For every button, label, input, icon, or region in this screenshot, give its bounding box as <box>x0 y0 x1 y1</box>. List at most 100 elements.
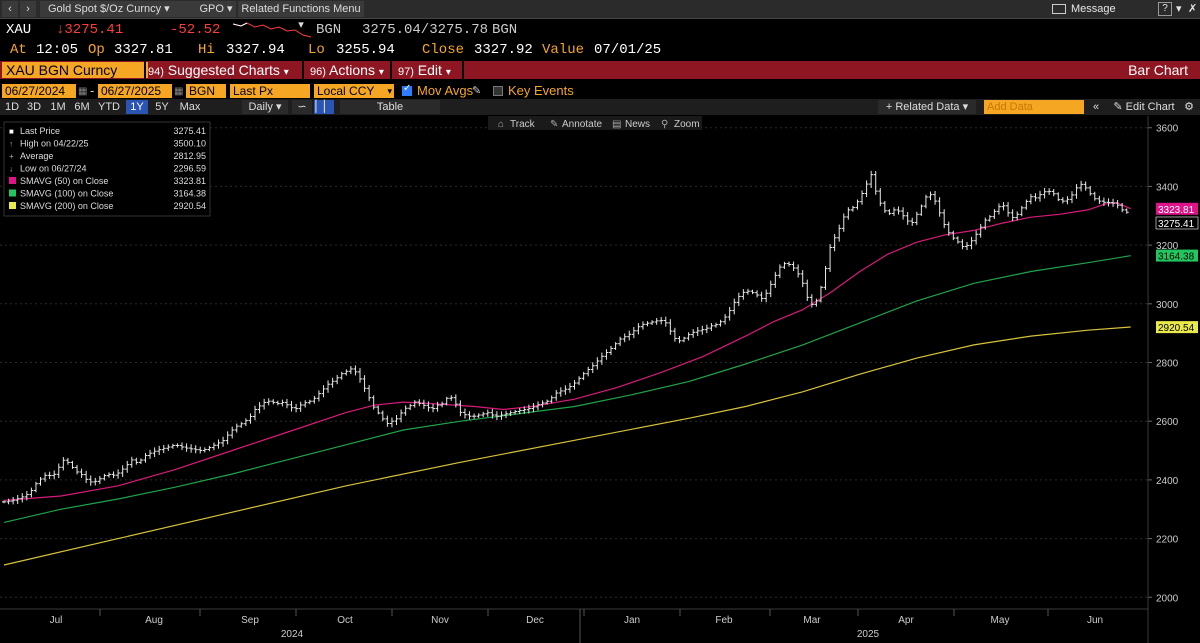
chevron-down-icon: ▾ <box>298 19 304 31</box>
grid <box>0 127 1148 598</box>
security-name: Gold Spot $/Oz Curncy <box>48 3 162 15</box>
down-arrow-icon: ↓ <box>56 22 65 38</box>
envelope-icon <box>1052 4 1066 15</box>
quote-source-2: BGN <box>492 22 518 38</box>
zoom-icon[interactable]: ⚲ <box>661 119 668 130</box>
chevron-down-icon: ▾ <box>445 67 451 78</box>
calendar-icon[interactable]: ▦ <box>174 86 184 97</box>
field-value: Last Px <box>233 84 274 98</box>
chevron-down-icon: ▾ <box>387 86 392 96</box>
period-button-1y[interactable]: 1Y <box>126 100 148 114</box>
security-dropdown[interactable]: Gold Spot $/Oz Curncy ▾ <box>40 1 196 17</box>
value-tag <box>1155 216 1199 230</box>
period-button-max[interactable]: Max <box>179 101 201 113</box>
divider <box>462 61 464 79</box>
table-button[interactable]: Table <box>340 100 440 114</box>
track-icon[interactable]: ⌂ <box>498 119 504 130</box>
gear-icon[interactable]: ⚙ <box>1184 101 1194 113</box>
last-price-quote: ↓3275.41 <box>56 22 123 38</box>
frequency-dropdown[interactable]: Daily ▾ <box>242 100 288 114</box>
close-label: Close <box>422 42 465 58</box>
x-tick-label: May <box>991 615 1010 626</box>
ma50-line <box>3 201 1131 501</box>
quote-source: BGN <box>316 22 342 38</box>
price-chart[interactable]: 2000 2200 2400 2600 2800 3000 3200 3400 3600 Jul… <box>0 116 1200 643</box>
legend-label: Last Price <box>20 126 60 136</box>
close-value: 3327.92 <box>474 42 533 58</box>
quote-time: 12:05 <box>36 42 79 58</box>
related-functions-menu[interactable]: Related Functions Menu ▾ <box>238 1 364 31</box>
y-tick-label: 2000 <box>1156 593 1179 604</box>
related-data-button[interactable]: + Related Data ▾ <box>878 100 976 114</box>
x-tick-label: Sep <box>241 615 259 626</box>
legend-label: SMAVG (50) on Close <box>20 176 108 186</box>
zoom-button[interactable]: Zoom <box>674 119 700 130</box>
pencil-icon: ✎ <box>1113 101 1123 113</box>
period-button-6m[interactable]: 6M <box>74 101 90 113</box>
value-tag-label: 2920.54 <box>1158 323 1195 334</box>
source-field[interactable]: BGN <box>186 84 226 98</box>
period-button-5y[interactable]: 5Y <box>155 101 169 113</box>
calendar-icon[interactable]: ▦ <box>78 86 88 97</box>
legend-value: 2920.54 <box>173 201 206 211</box>
currency-dropdown[interactable]: Local CCY ▾ <box>314 84 394 98</box>
pencil-icon[interactable]: ✎ <box>472 85 482 97</box>
key-events-label[interactable]: Key Events <box>508 83 574 98</box>
key-events-checkbox[interactable] <box>493 86 503 96</box>
x-tick-label: Feb <box>715 615 733 626</box>
legend-value: 3323.81 <box>173 176 206 186</box>
ticker-field[interactable]: XAU BGN Curncy <box>2 62 148 78</box>
news-button[interactable]: News <box>625 119 650 130</box>
start-date-field[interactable]: 06/27/2024 <box>2 84 76 98</box>
annotate-icon[interactable]: ✎ <box>550 119 558 130</box>
related-data-label: + Related Data <box>885 101 960 113</box>
period-button-1d[interactable]: 1D <box>4 101 20 113</box>
close-window-icon[interactable]: ✗ <box>1188 3 1198 15</box>
actions-menu[interactable]: 96) Actions ▾ <box>310 61 384 79</box>
message-button[interactable]: Message <box>1052 0 1116 18</box>
divider <box>390 61 392 79</box>
x-tick-label: Mar <box>803 615 821 626</box>
field-dropdown[interactable]: Last Px <box>230 84 310 98</box>
add-data-input[interactable]: Add Data <box>984 100 1084 114</box>
period-button-ytd[interactable]: YTD <box>98 101 120 113</box>
y-tick-label: 3200 <box>1156 241 1179 252</box>
help-button[interactable]: ? <box>1158 2 1172 16</box>
x-tick-label: Jul <box>50 615 63 626</box>
annotate-button[interactable]: Annotate <box>562 119 602 130</box>
actions-num: 96) <box>310 66 326 78</box>
line-chart-icon[interactable]: ∽ <box>292 100 312 114</box>
value-date: 07/01/25 <box>594 42 662 58</box>
news-icon[interactable]: ▤ <box>612 119 621 130</box>
y-tick-label: 2400 <box>1156 476 1179 487</box>
back-arrow-icon[interactable]: ‹ <box>2 1 18 17</box>
mov-avgs-checkbox[interactable]: ✓ <box>402 83 412 96</box>
period-button-1m[interactable]: 1M <box>50 101 66 113</box>
function-dropdown[interactable]: GPO ▾ <box>196 1 236 17</box>
bar-chart-icon[interactable]: ▏▏ <box>314 100 334 114</box>
value-tags: 3323.81 3275.41 3164.38 2920.54 <box>1155 202 1199 334</box>
x-tick-label: Jun <box>1087 615 1103 626</box>
legend-value: 3275.41 <box>173 126 206 136</box>
legend-value: 3164.38 <box>173 189 206 199</box>
value-tag-label: 3323.81 <box>1158 205 1195 216</box>
year-label: 2024 <box>281 629 304 640</box>
edit-num: 97) <box>398 66 414 78</box>
mov-avgs-label[interactable]: Mov Avgs <box>417 83 474 98</box>
suggested-charts-menu[interactable]: 94) Suggested Charts ▾ <box>148 61 289 79</box>
track-button[interactable]: Track <box>510 119 536 130</box>
value-tag-label: 3164.38 <box>1158 252 1195 263</box>
period-button-3d[interactable]: 3D <box>26 101 42 113</box>
chevron-down-icon: ▾ <box>164 3 170 15</box>
edit-chart-button[interactable]: ✎ Edit Chart <box>1110 100 1178 114</box>
window-menu-icon[interactable]: ▾ <box>1176 3 1182 15</box>
y-tick-label: 2800 <box>1156 359 1179 370</box>
legend-icon: + <box>9 152 14 161</box>
collapse-icon[interactable]: « <box>1092 101 1100 113</box>
end-date-field[interactable]: 06/27/2025 <box>98 84 172 98</box>
edit-menu[interactable]: 97) Edit ▾ <box>398 61 451 79</box>
forward-arrow-icon[interactable]: › <box>20 1 36 17</box>
source-value: BGN <box>189 84 216 98</box>
legend-label: SMAVG (100) on Close <box>20 189 113 199</box>
chevron-down-icon: ▾ <box>226 3 233 15</box>
